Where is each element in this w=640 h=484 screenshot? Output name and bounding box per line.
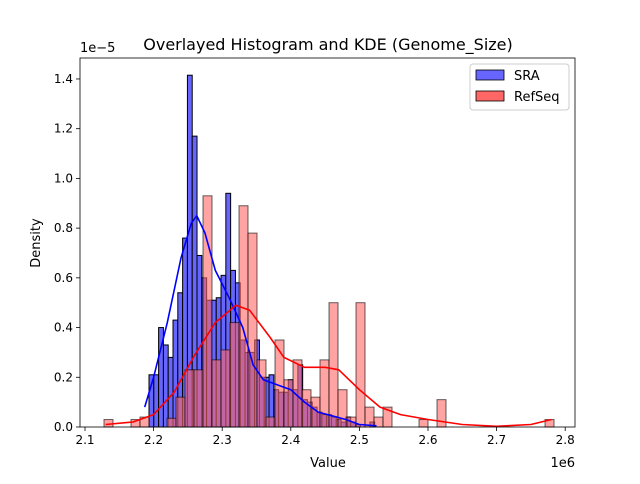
- histogram-bar: [418, 419, 429, 428]
- chart-title: Overlayed Histogram and KDE (Genome_Size…: [143, 35, 513, 55]
- kde-line-sra: [143, 214, 377, 427]
- y-tick-label: 0.8: [54, 221, 73, 235]
- x-axis-ticks: 2.1 2.2 2.3 2.4 2.5 2.6 2.7 2.8: [75, 427, 575, 447]
- x-tick-label: 2.8: [556, 433, 575, 447]
- kde-line-refseq: [105, 304, 552, 428]
- x-tick-label: 2.6: [418, 433, 437, 447]
- x-tick-label: 2.7: [487, 433, 506, 447]
- bars-layer: [103, 74, 555, 428]
- plot-frame: [79, 57, 576, 428]
- y-tick-label: 1.2: [54, 122, 73, 136]
- histogram-bar: [274, 339, 285, 428]
- y-axis-ticks: 0.0 0.2 0.4 0.6 0.8 1.0 1.2 1.4: [54, 72, 80, 434]
- x-offset-label: 1e6: [550, 456, 575, 471]
- legend-label-sra: SRA: [514, 69, 540, 84]
- histogram-bar: [211, 359, 222, 428]
- histogram-bar: [301, 389, 312, 428]
- histogram-bar: [166, 417, 177, 428]
- histogram-bar: [162, 344, 169, 428]
- legend-swatch-sra: [475, 69, 505, 81]
- histogram-bar: [265, 416, 276, 428]
- kde-layer: [105, 214, 552, 428]
- x-tick-label: 2.1: [75, 433, 94, 447]
- histogram-bar: [355, 302, 366, 428]
- y-offset-label: 1e−5: [80, 41, 115, 56]
- x-tick-label: 2.5: [350, 433, 369, 447]
- histogram-bar: [153, 374, 160, 428]
- histogram-bar: [283, 379, 294, 428]
- x-axis-label: Value: [310, 456, 346, 471]
- x-tick-label: 2.3: [213, 433, 232, 447]
- histogram-bar: [184, 369, 195, 428]
- histogram-bar: [364, 406, 375, 428]
- y-tick-label: 0.4: [54, 321, 73, 335]
- histogram-bar: [229, 322, 240, 428]
- legend-label-refseq: RefSeq: [514, 90, 560, 105]
- histogram-bar: [193, 369, 204, 428]
- y-axis-label: Density: [29, 218, 44, 268]
- y-tick-label: 0.6: [54, 271, 73, 285]
- y-tick-label: 0.2: [54, 370, 73, 384]
- histogram-bar: [167, 356, 174, 428]
- y-tick-label: 1.0: [54, 171, 73, 185]
- histogram-bar: [337, 389, 348, 428]
- y-tick-label: 1.4: [54, 72, 73, 86]
- y-tick-label: 0.0: [54, 420, 73, 434]
- histogram-bar: [175, 396, 186, 428]
- histogram-bar: [319, 359, 330, 428]
- histogram-bar: [238, 205, 249, 428]
- histogram-bar: [436, 399, 447, 428]
- histogram-bar: [220, 349, 231, 428]
- x-tick-label: 2.2: [144, 433, 163, 447]
- histogram-bar: [256, 359, 267, 428]
- histogram-bar: [247, 232, 258, 428]
- histogram-bar: [328, 302, 339, 428]
- x-tick-label: 2.4: [281, 433, 300, 447]
- legend: SRA RefSeq: [469, 63, 570, 111]
- legend-swatch-refseq: [475, 90, 505, 102]
